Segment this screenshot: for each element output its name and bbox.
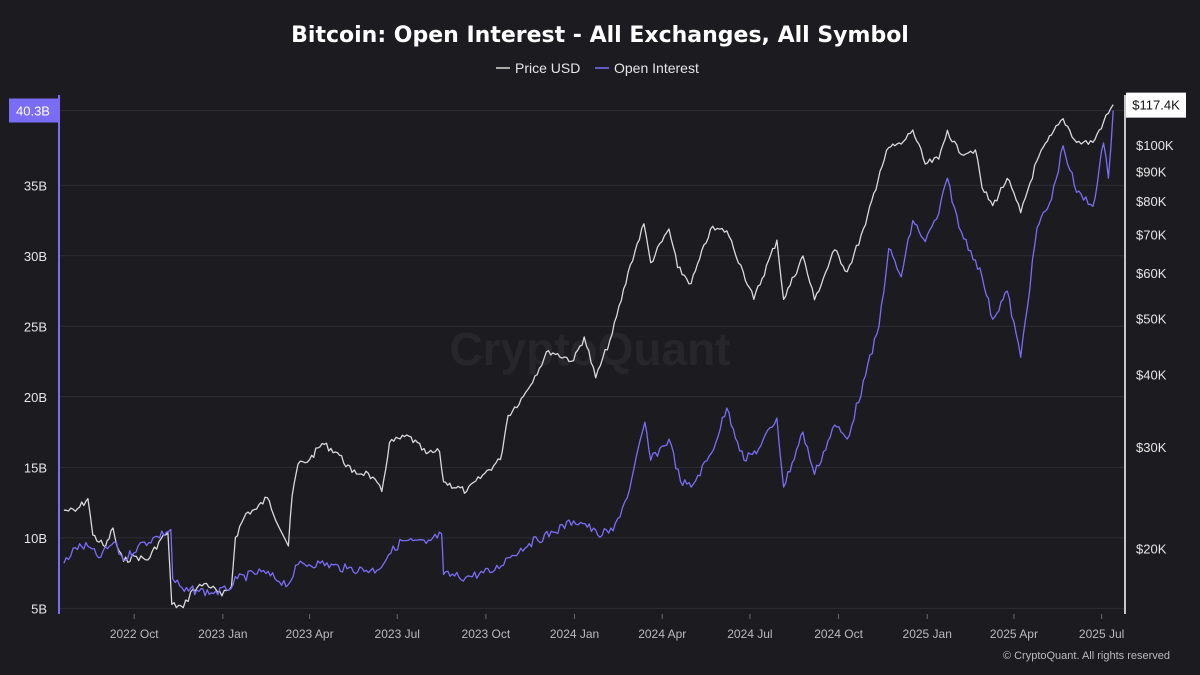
x-tick-label: 2023 Jul xyxy=(375,627,420,641)
x-tick-label: 2024 Jul xyxy=(727,627,772,641)
grid xyxy=(60,110,1124,609)
right-tick-label: $50K xyxy=(1136,312,1167,327)
right-tick-label: $40K xyxy=(1136,368,1167,383)
x-tick-label: 2023 Oct xyxy=(462,627,511,641)
chart-title: Bitcoin: Open Interest - All Exchanges, … xyxy=(291,23,909,48)
legend: Price USD Open Interest xyxy=(496,60,699,76)
left-tick-label: 25B xyxy=(24,319,47,334)
x-tick-label: 2025 Apr xyxy=(990,627,1038,641)
x-tick-label: 2023 Apr xyxy=(286,627,334,641)
x-tick-label: 2022 Oct xyxy=(110,627,159,641)
plot-area xyxy=(63,104,1114,609)
left-tick-label: 35B xyxy=(24,178,47,193)
x-tick-label: 2025 Jan xyxy=(903,627,952,641)
right-tick-label: $60K xyxy=(1136,266,1167,281)
legend-label-price: Price USD xyxy=(515,60,580,76)
watermark: CryptoQuant xyxy=(449,323,730,375)
right-latest-badge-bg xyxy=(1126,92,1186,118)
x-tick-label: 2024 Jan xyxy=(550,627,599,641)
legend-item-price[interactable]: Price USD xyxy=(496,60,580,76)
right-axis: $20K $30K $40K $50K $60K $70K $80K $90K $100K xyxy=(1136,138,1174,557)
legend-item-open-interest[interactable]: Open Interest xyxy=(595,60,699,76)
right-tick-label: $100K xyxy=(1136,138,1174,153)
right-tick-label: $70K xyxy=(1136,227,1167,242)
legend-label-open-interest: Open Interest xyxy=(614,60,699,76)
copyright-footer: © CryptoQuant. All rights reserved xyxy=(1003,650,1170,662)
x-axis: 2022 Oct 2023 Jan 2023 Apr 2023 Jul 2023 Oct… xyxy=(110,614,1124,641)
right-tick-label: $90K xyxy=(1136,164,1167,179)
x-tick-label: 2024 Apr xyxy=(638,627,686,641)
price-usd-line xyxy=(63,104,1114,609)
left-latest-badge-bg xyxy=(9,98,58,123)
x-tick-label: 2025 Jul xyxy=(1079,627,1124,641)
left-tick-label: 20B xyxy=(24,390,47,405)
left-tick-label: 15B xyxy=(24,460,47,475)
left-latest-value: 40.3B xyxy=(16,104,50,119)
left-axis: 5B 10B 15B 20B 25B 30B 35B xyxy=(24,178,47,616)
right-tick-label: $20K xyxy=(1136,541,1167,556)
right-latest-badge: $117.4K xyxy=(1126,92,1186,118)
left-tick-label: 30B xyxy=(24,249,47,264)
open-interest-line xyxy=(63,110,1114,597)
x-tick-label: 2023 Jan xyxy=(198,627,247,641)
left-latest-badge: 40.3B xyxy=(9,98,58,123)
left-tick-label: 10B xyxy=(24,531,47,546)
right-latest-value: $117.4K xyxy=(1132,98,1180,113)
right-tick-label: $80K xyxy=(1136,194,1167,209)
left-tick-label: 5B xyxy=(31,601,47,616)
x-tick-label: 2024 Oct xyxy=(814,627,863,641)
right-tick-label: $30K xyxy=(1136,440,1167,455)
